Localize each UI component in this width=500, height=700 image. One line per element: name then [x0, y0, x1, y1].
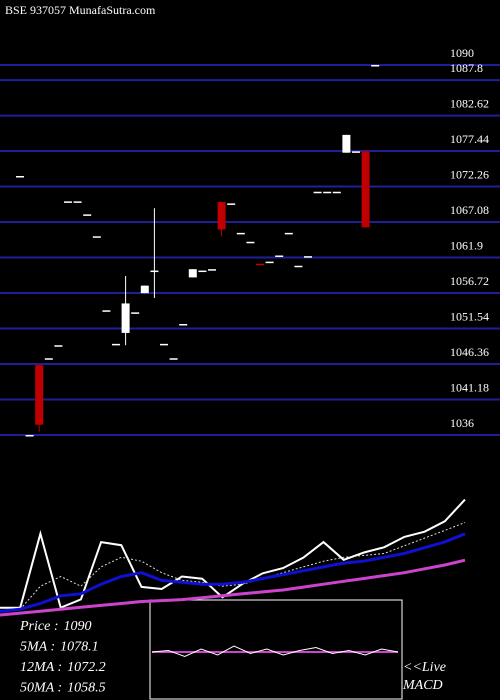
candle-body — [179, 324, 188, 326]
candle-body — [54, 345, 63, 347]
candle-body — [332, 191, 341, 194]
candle-body — [217, 202, 226, 230]
y-tick-label: 1072.26 — [450, 168, 489, 182]
chart-title: BSE 937057 MunafaSutra.com — [5, 3, 156, 17]
indicator-line — [0, 522, 466, 612]
y-tick-label: 1036 — [450, 416, 474, 430]
legend-label: Price : — [19, 619, 58, 634]
candle-body — [44, 358, 53, 360]
y-tick-label: 1090 — [450, 46, 474, 60]
legend-value: 1058.5 — [67, 681, 106, 696]
candle-body — [342, 134, 351, 153]
candle-body — [371, 65, 380, 67]
candle-body — [112, 343, 120, 346]
candle-body — [294, 265, 303, 268]
candle-body — [313, 191, 322, 194]
candle-body — [169, 358, 178, 360]
macd-frame — [149, 599, 403, 700]
candle-body — [361, 151, 370, 228]
legend-value: 1090 — [63, 619, 91, 634]
candle-body — [275, 255, 284, 257]
y-tick-label: 1056.72 — [450, 274, 489, 288]
y-tick-label: 1087.8 — [450, 61, 483, 75]
legend-label: 5MA : — [20, 640, 55, 655]
candle-body — [188, 269, 197, 278]
indicator-line — [0, 532, 466, 613]
y-tick-label: 1067.08 — [450, 203, 489, 217]
legend-label: 12MA : — [20, 660, 62, 675]
candle-body — [150, 270, 159, 273]
candle-body — [198, 270, 207, 273]
legend-value: 1078.1 — [60, 640, 99, 655]
macd-caption: MACD — [402, 678, 443, 693]
candle-body — [92, 236, 101, 238]
candle-body — [35, 365, 44, 425]
y-tick-label: 1077.44 — [450, 132, 489, 146]
candle-body — [64, 201, 72, 203]
candle-body — [323, 191, 332, 194]
candle-body — [83, 214, 92, 216]
candle-body — [227, 203, 236, 205]
indicator-line — [0, 558, 466, 617]
y-tick-label: 1041.18 — [450, 381, 489, 395]
candle-body — [16, 176, 24, 178]
candle-body — [246, 241, 255, 244]
candle-body — [265, 261, 274, 264]
legend-entry: 12MA : 1072.2 — [20, 660, 106, 675]
candle-body — [121, 303, 130, 333]
legend-label: 50MA : — [20, 681, 62, 696]
candle-body — [102, 310, 111, 312]
legend-entry: 5MA : 1078.1 — [20, 640, 99, 655]
macd-line — [151, 645, 399, 658]
candle-body — [284, 232, 293, 235]
legend-entry: 50MA : 1058.5 — [20, 681, 106, 696]
candle-body — [236, 232, 245, 235]
y-tick-label: 1082.62 — [450, 97, 489, 111]
y-tick-label: 1046.36 — [450, 345, 489, 359]
candle-body — [25, 435, 34, 437]
candle-body — [73, 201, 82, 203]
candle-body — [140, 285, 149, 294]
macd-caption: <<Live — [403, 660, 446, 675]
candle-body — [304, 256, 312, 258]
legend-value: 1072.2 — [67, 660, 106, 675]
legend-entry: Price : 1090 — [19, 619, 91, 634]
indicator-line — [0, 498, 466, 610]
candle-body — [131, 312, 140, 314]
candle-body — [256, 263, 264, 266]
candle-body — [352, 151, 360, 153]
y-tick-label: 1061.9 — [450, 239, 483, 253]
candle-body — [208, 269, 216, 271]
y-tick-label: 1051.54 — [450, 310, 489, 324]
candle-body — [160, 343, 168, 346]
